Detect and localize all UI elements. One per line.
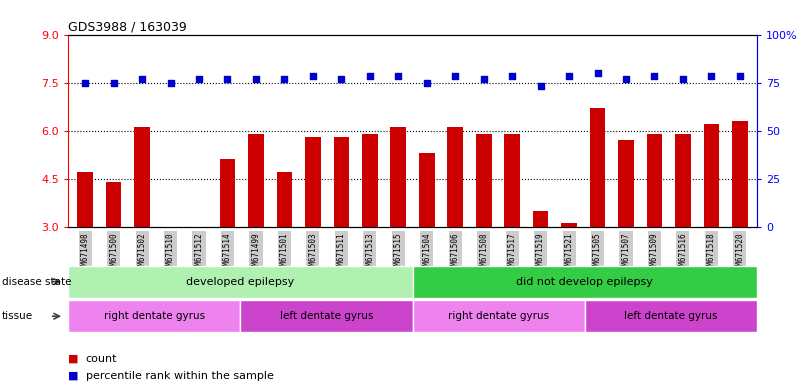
Point <box>620 76 633 83</box>
Point <box>335 76 348 83</box>
Bar <box>646 134 662 227</box>
Text: percentile rank within the sample: percentile rank within the sample <box>86 371 274 381</box>
Point <box>250 76 263 83</box>
Bar <box>390 127 406 227</box>
Point <box>734 73 747 79</box>
Text: did not develop epilepsy: did not develop epilepsy <box>517 276 653 287</box>
Point <box>648 73 661 79</box>
Point <box>164 79 177 86</box>
Bar <box>448 127 463 227</box>
Bar <box>703 124 719 227</box>
Bar <box>505 134 520 227</box>
Point <box>192 76 205 83</box>
Text: left dentate gyrus: left dentate gyrus <box>280 311 373 321</box>
Text: ■: ■ <box>68 371 78 381</box>
Point <box>591 70 604 76</box>
Text: ■: ■ <box>68 354 78 364</box>
Point <box>392 73 405 79</box>
Text: tissue: tissue <box>2 311 33 321</box>
Bar <box>219 159 235 227</box>
Point <box>449 73 461 79</box>
Text: count: count <box>86 354 117 364</box>
Bar <box>732 121 747 227</box>
Text: GDS3988 / 163039: GDS3988 / 163039 <box>68 20 187 33</box>
Bar <box>248 134 264 227</box>
Point <box>705 73 718 79</box>
Bar <box>562 223 577 227</box>
Point <box>278 76 291 83</box>
Point <box>135 76 148 83</box>
Point <box>307 73 320 79</box>
Text: developed epilepsy: developed epilepsy <box>186 276 295 287</box>
Point <box>677 76 690 83</box>
Bar <box>419 153 435 227</box>
Point <box>477 76 490 83</box>
Bar <box>476 134 492 227</box>
Point <box>562 73 575 79</box>
Point <box>78 79 91 86</box>
Point <box>505 73 518 79</box>
Bar <box>78 172 93 227</box>
Bar <box>106 182 122 227</box>
Bar <box>362 134 377 227</box>
Point <box>364 73 376 79</box>
Bar <box>675 134 690 227</box>
Point <box>221 76 234 83</box>
Bar <box>533 210 549 227</box>
Text: right dentate gyrus: right dentate gyrus <box>448 311 549 321</box>
Point <box>107 79 120 86</box>
Bar <box>276 172 292 227</box>
Bar <box>135 127 150 227</box>
Text: left dentate gyrus: left dentate gyrus <box>624 311 718 321</box>
Bar <box>333 137 349 227</box>
Text: disease state: disease state <box>2 276 71 287</box>
Bar <box>305 137 320 227</box>
Bar <box>618 140 634 227</box>
Bar <box>590 108 606 227</box>
Point <box>534 83 547 89</box>
Text: right dentate gyrus: right dentate gyrus <box>103 311 205 321</box>
Point <box>421 79 433 86</box>
